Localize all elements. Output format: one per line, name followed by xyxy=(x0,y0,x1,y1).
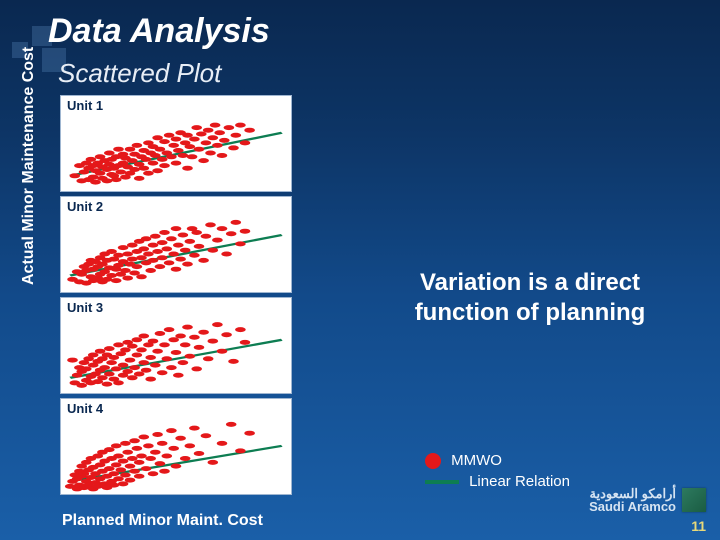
brand: أرامكو السعودية Saudi Aramco xyxy=(589,487,706,514)
y-axis-label: Actual Minor Maintenance Cost xyxy=(20,47,38,285)
slide-title: Data Analysis xyxy=(48,12,270,51)
brand-line2: Saudi Aramco xyxy=(589,500,676,514)
plot-title: Unit 2 xyxy=(61,197,291,216)
plot-title: Unit 1 xyxy=(61,96,291,115)
callout-text: Variation is a direct function of planni… xyxy=(370,268,690,328)
brand-logo-icon xyxy=(682,488,706,512)
legend-label: MMWO xyxy=(451,452,502,469)
legend-line-icon xyxy=(425,480,459,484)
plot-title: Unit 3 xyxy=(61,298,291,317)
page-number: 11 xyxy=(691,518,706,534)
slide: Data Analysis Scattered Plot Actual Mino… xyxy=(0,0,720,540)
scatter-plots: Unit 1 Unit 2 Unit 3 Unit 4 xyxy=(60,95,292,493)
legend-label: Linear Relation xyxy=(469,473,570,490)
legend-item-linear: Linear Relation xyxy=(425,473,570,490)
legend-dot-icon xyxy=(425,453,441,469)
scatter-plot-4: Unit 4 xyxy=(60,398,292,495)
legend: MMWO Linear Relation xyxy=(425,448,570,494)
x-axis-label: Planned Minor Maint. Cost xyxy=(62,512,263,530)
legend-item-mmwo: MMWO xyxy=(425,452,570,469)
scatter-plot-1: Unit 1 xyxy=(60,95,292,192)
scatter-plot-3: Unit 3 xyxy=(60,297,292,394)
brand-line1: أرامكو السعودية xyxy=(589,487,676,501)
plot-title: Unit 4 xyxy=(61,399,291,418)
scatter-plot-2: Unit 2 xyxy=(60,196,292,293)
slide-subtitle: Scattered Plot xyxy=(58,58,221,89)
